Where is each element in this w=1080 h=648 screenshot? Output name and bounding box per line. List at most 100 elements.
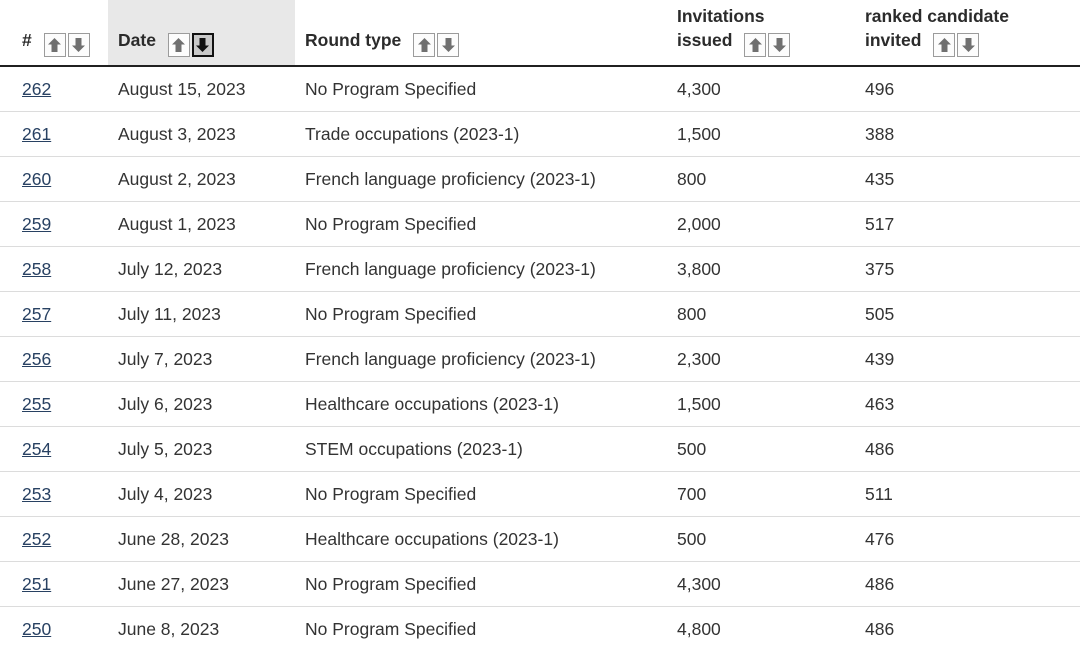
table-row: 256 July 7, 2023 French language profici… xyxy=(0,336,1080,382)
sort-ascending-button[interactable] xyxy=(933,33,956,57)
ranked-candidate-invited: 375 xyxy=(855,246,1080,292)
invitations-issued: 700 xyxy=(667,471,855,517)
ranked-candidate-invited: 505 xyxy=(855,291,1080,337)
table-row: 250 June 8, 2023 No Program Specified 4,… xyxy=(0,606,1080,648)
sort-ascending-button[interactable] xyxy=(43,33,66,57)
invitations-issued: 500 xyxy=(667,516,855,562)
sort-button-group xyxy=(744,33,791,57)
ranked-candidate-invited: 486 xyxy=(855,426,1080,472)
ranked-candidate-invited: 517 xyxy=(855,201,1080,247)
invitations-issued: 3,800 xyxy=(667,246,855,292)
round-type: No Program Specified xyxy=(295,291,667,337)
round-type: No Program Specified xyxy=(295,66,667,112)
round-number-link[interactable]: 251 xyxy=(22,574,52,594)
arrow-down-icon xyxy=(196,38,210,52)
column-header-ranked_candidate_invited: ranked candidate invited xyxy=(855,0,1080,67)
arrow-down-icon xyxy=(772,38,786,52)
round-number-link[interactable]: 256 xyxy=(22,349,52,369)
round-number-link[interactable]: 253 xyxy=(22,484,52,504)
round-number-link[interactable]: 258 xyxy=(22,259,52,279)
invitations-issued: 800 xyxy=(667,291,855,337)
sort-button-group xyxy=(167,33,214,57)
column-label: type xyxy=(365,30,407,50)
sort-button-group xyxy=(413,33,460,57)
round-date: July 11, 2023 xyxy=(108,291,295,337)
round-date: June 8, 2023 xyxy=(108,606,295,648)
invitations-issued: 4,300 xyxy=(667,66,855,112)
invitations-issued: 500 xyxy=(667,426,855,472)
sort-descending-button[interactable] xyxy=(191,33,214,57)
arrow-down-icon xyxy=(441,38,455,52)
ranked-candidate-invited: 388 xyxy=(855,111,1080,157)
arrow-up-icon xyxy=(48,38,62,52)
round-number-link[interactable]: 257 xyxy=(22,304,52,324)
sort-ascending-button[interactable] xyxy=(413,33,436,57)
round-number-link[interactable]: 255 xyxy=(22,394,52,414)
round-date: July 7, 2023 xyxy=(108,336,295,382)
arrow-up-icon xyxy=(937,38,951,52)
column-label: Invitations xyxy=(677,6,765,26)
table-row: 262 August 15, 2023 No Program Specified… xyxy=(0,66,1080,112)
column-label: # xyxy=(22,30,37,50)
ranked-candidate-invited: 486 xyxy=(855,606,1080,648)
ranked-candidate-invited: 486 xyxy=(855,561,1080,607)
round-type: Healthcare occupations (2023-1) xyxy=(295,516,667,562)
sort-descending-button[interactable] xyxy=(437,33,460,57)
table-row: 254 July 5, 2023 STEM occupations (2023-… xyxy=(0,426,1080,472)
round-type: French language proficiency (2023-1) xyxy=(295,246,667,292)
column-label: invited xyxy=(865,30,927,50)
round-date: July 6, 2023 xyxy=(108,381,295,427)
sort-ascending-button[interactable] xyxy=(167,33,190,57)
column-header-number: # xyxy=(0,0,108,67)
round-date: July 12, 2023 xyxy=(108,246,295,292)
table-row: 258 July 12, 2023 French language profic… xyxy=(0,246,1080,292)
round-number-link[interactable]: 259 xyxy=(22,214,52,234)
round-number-link[interactable]: 254 xyxy=(22,439,52,459)
ranked-candidate-invited: 439 xyxy=(855,336,1080,382)
round-type: No Program Specified xyxy=(295,561,667,607)
round-date: August 3, 2023 xyxy=(108,111,295,157)
round-date: July 5, 2023 xyxy=(108,426,295,472)
column-label: ranked candidate xyxy=(865,6,1009,26)
column-label: Date xyxy=(118,30,161,50)
round-number-link[interactable]: 260 xyxy=(22,169,52,189)
round-type: French language proficiency (2023-1) xyxy=(295,336,667,382)
round-type: No Program Specified xyxy=(295,606,667,648)
round-date: August 2, 2023 xyxy=(108,156,295,202)
arrow-up-icon xyxy=(748,38,762,52)
round-date: June 28, 2023 xyxy=(108,516,295,562)
round-type: No Program Specified xyxy=(295,201,667,247)
sort-descending-button[interactable] xyxy=(67,33,90,57)
column-label: Round xyxy=(305,30,366,50)
ranked-candidate-invited: 496 xyxy=(855,66,1080,112)
table-row: 255 July 6, 2023 Healthcare occupations … xyxy=(0,381,1080,427)
invitations-issued: 800 xyxy=(667,156,855,202)
sort-ascending-button[interactable] xyxy=(744,33,767,57)
table-row: 251 June 27, 2023 No Program Specified 4… xyxy=(0,561,1080,607)
column-header-date: Date xyxy=(108,0,295,67)
invitations-issued: 4,300 xyxy=(667,561,855,607)
sort-descending-button[interactable] xyxy=(768,33,791,57)
round-date: August 15, 2023 xyxy=(108,66,295,112)
round-number-link[interactable]: 262 xyxy=(22,79,52,99)
round-number-link[interactable]: 250 xyxy=(22,619,52,639)
round-date: June 27, 2023 xyxy=(108,561,295,607)
ranked-candidate-invited: 476 xyxy=(855,516,1080,562)
round-type: Trade occupations (2023-1) xyxy=(295,111,667,157)
column-header-round_type: Round type xyxy=(295,0,667,67)
table-row: 260 August 2, 2023 French language profi… xyxy=(0,156,1080,202)
round-number-link[interactable]: 261 xyxy=(22,124,52,144)
round-date: July 4, 2023 xyxy=(108,471,295,517)
arrow-down-icon xyxy=(72,38,86,52)
sort-descending-button[interactable] xyxy=(957,33,980,57)
arrow-down-icon xyxy=(961,38,975,52)
table-row: 259 August 1, 2023 No Program Specified … xyxy=(0,201,1080,247)
sort-button-group xyxy=(43,33,90,57)
round-number-link[interactable]: 252 xyxy=(22,529,52,549)
ranked-candidate-invited: 435 xyxy=(855,156,1080,202)
ranked-candidate-invited: 511 xyxy=(855,471,1080,517)
table-row: 253 July 4, 2023 No Program Specified 70… xyxy=(0,471,1080,517)
sort-button-group xyxy=(933,33,980,57)
